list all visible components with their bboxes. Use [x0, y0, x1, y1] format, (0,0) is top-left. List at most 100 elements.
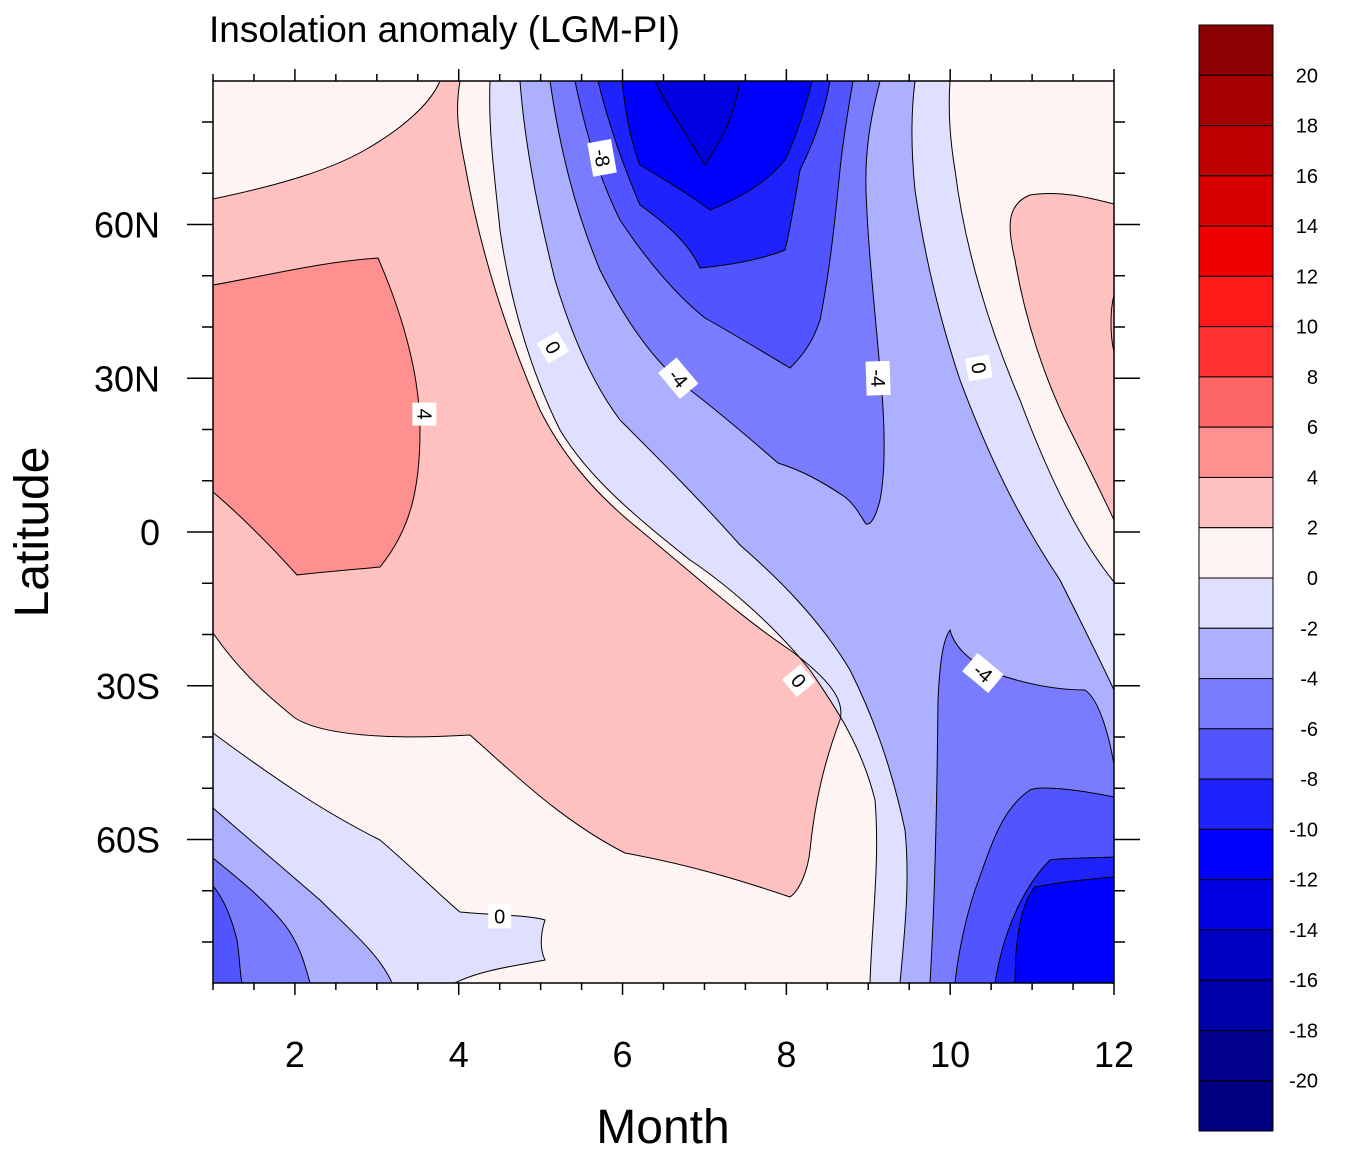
contour-label-box: [658, 357, 699, 399]
colorbar-level-label: -8: [1300, 769, 1318, 791]
colorbar-swatch: [1198, 24, 1274, 76]
colorbar-level-label: 4: [1307, 467, 1318, 489]
contour-line: [994, 856, 1115, 984]
y-tick-label: 60S: [96, 820, 160, 861]
axis-ticks: [187, 69, 1140, 995]
contour-label-box: [587, 139, 617, 177]
colorbar-level-label: 18: [1296, 116, 1318, 138]
band-neg10-to-neg12-south: [1015, 877, 1114, 983]
contour-line: [212, 80, 842, 898]
colorbar-swatch: [1198, 426, 1274, 478]
colorbar-level-label: 6: [1307, 417, 1318, 439]
colorbar-swatch: [1198, 678, 1274, 730]
band-2-to-4-right: [1010, 193, 1114, 521]
colorbar-swatch: [1198, 225, 1274, 277]
contour-line: [212, 732, 546, 984]
colorbar-level-label: -10: [1289, 819, 1318, 841]
contour-label-text: 4: [412, 409, 434, 420]
colorbar-level-label: -16: [1289, 970, 1318, 992]
colorbar-level-label: 10: [1296, 317, 1318, 339]
contour-label: 0: [536, 331, 570, 364]
band-neg12-to-neg14-north: [655, 81, 740, 165]
chart-title: Insolation anomaly (LGM-PI): [209, 9, 680, 50]
y-tick-labels: 60N 30N 0 30S 60S: [94, 205, 160, 861]
colorbar-swatch: [1198, 979, 1274, 1031]
colorbar-level-label: 14: [1296, 216, 1318, 238]
colorbar-level-label: 2: [1307, 518, 1318, 540]
contour-label-box: [965, 354, 993, 382]
contour-line: [212, 257, 421, 576]
contour-label-box: [536, 331, 570, 364]
contour-line: [212, 885, 243, 984]
contour-line: [549, 80, 885, 525]
colorbar-swatch: [1198, 627, 1274, 680]
band-neg6-to-neg8-southwest: [213, 886, 242, 983]
colorbar-swatch: [1198, 1080, 1274, 1132]
colorbar-swatch: [1198, 828, 1274, 881]
colorbar-level-label: 12: [1296, 266, 1318, 288]
x-tick-label: 12: [1094, 1034, 1134, 1075]
colorbar-level-label: -4: [1300, 669, 1318, 691]
contour-line: [212, 807, 393, 984]
contour-label-box: [962, 652, 1004, 694]
contour-line: [519, 80, 908, 984]
contour-line: [1110, 294, 1115, 353]
contour-label-text: 0: [494, 906, 505, 928]
x-axis-label: Month: [596, 1101, 729, 1153]
colorbar-level-label: -14: [1289, 920, 1318, 942]
contour-label-box: [865, 360, 891, 396]
contour-line: [654, 80, 741, 166]
contour-line: [911, 80, 1115, 691]
contour-line: [929, 628, 1115, 984]
contour-line: [621, 80, 813, 211]
colorbar-swatch: [1198, 74, 1274, 127]
band-4-to-6: [213, 258, 420, 575]
colorbar-swatch: [1198, 376, 1274, 428]
contour-line: [1009, 192, 1115, 521]
x-tick-label: 4: [449, 1034, 469, 1075]
colorbar-swatch: [1198, 476, 1274, 529]
contour-label: -8: [587, 139, 617, 177]
y-tick-label: 60N: [94, 205, 160, 246]
colorbar-level-label: 20: [1296, 65, 1318, 87]
colorbar-swatch: [1198, 929, 1274, 981]
x-tick-label: 2: [285, 1034, 305, 1075]
y-tick-label: 30S: [96, 666, 160, 707]
contour-line: [574, 80, 854, 369]
contour-label: 0: [488, 904, 512, 929]
colorbar-level-label: -12: [1289, 870, 1318, 892]
colorbar-level-label: 8: [1307, 367, 1318, 389]
x-tick-label: 10: [930, 1034, 970, 1075]
colorbar-swatch: [1198, 527, 1274, 579]
contour-label-box: [412, 402, 437, 426]
contour-label-box: [782, 664, 816, 698]
colorbar-level-label: -20: [1289, 1071, 1318, 1093]
colorbar-swatch: [1198, 275, 1274, 328]
x-tick-label: 8: [776, 1034, 796, 1075]
contour-label: 0: [965, 354, 993, 382]
colorbar-level-label: 0: [1307, 568, 1318, 590]
colorbar-swatch: [1198, 778, 1274, 830]
colorbar-level-label: -6: [1300, 719, 1318, 741]
contour-label-text: -4: [866, 369, 889, 388]
contour-label-box: [488, 904, 512, 929]
y-axis-label: Latitude: [6, 447, 59, 618]
colorbar-level-label: 16: [1296, 166, 1318, 188]
colorbar-swatch: [1198, 1029, 1274, 1082]
y-tick-label: 30N: [94, 358, 160, 399]
x-tick-label: 6: [613, 1034, 633, 1075]
contour-line: [954, 787, 1115, 984]
colorbar-swatch: [1198, 175, 1274, 227]
colorbar: 20181614121086420-2-4-6-8-10-12-14-16-18…: [1198, 24, 1318, 1132]
contour-line: [212, 857, 311, 984]
contour-lines: [212, 80, 1115, 984]
x-tick-labels: 2 4 6 8 10 12: [285, 1034, 1134, 1075]
contour-line: [212, 80, 441, 200]
colorbar-swatch: [1198, 577, 1274, 629]
contour-line: [1014, 876, 1115, 984]
colorbar-swatch: [1198, 728, 1274, 780]
contour-label: 4: [412, 402, 437, 426]
y-tick-label: 0: [140, 512, 160, 553]
